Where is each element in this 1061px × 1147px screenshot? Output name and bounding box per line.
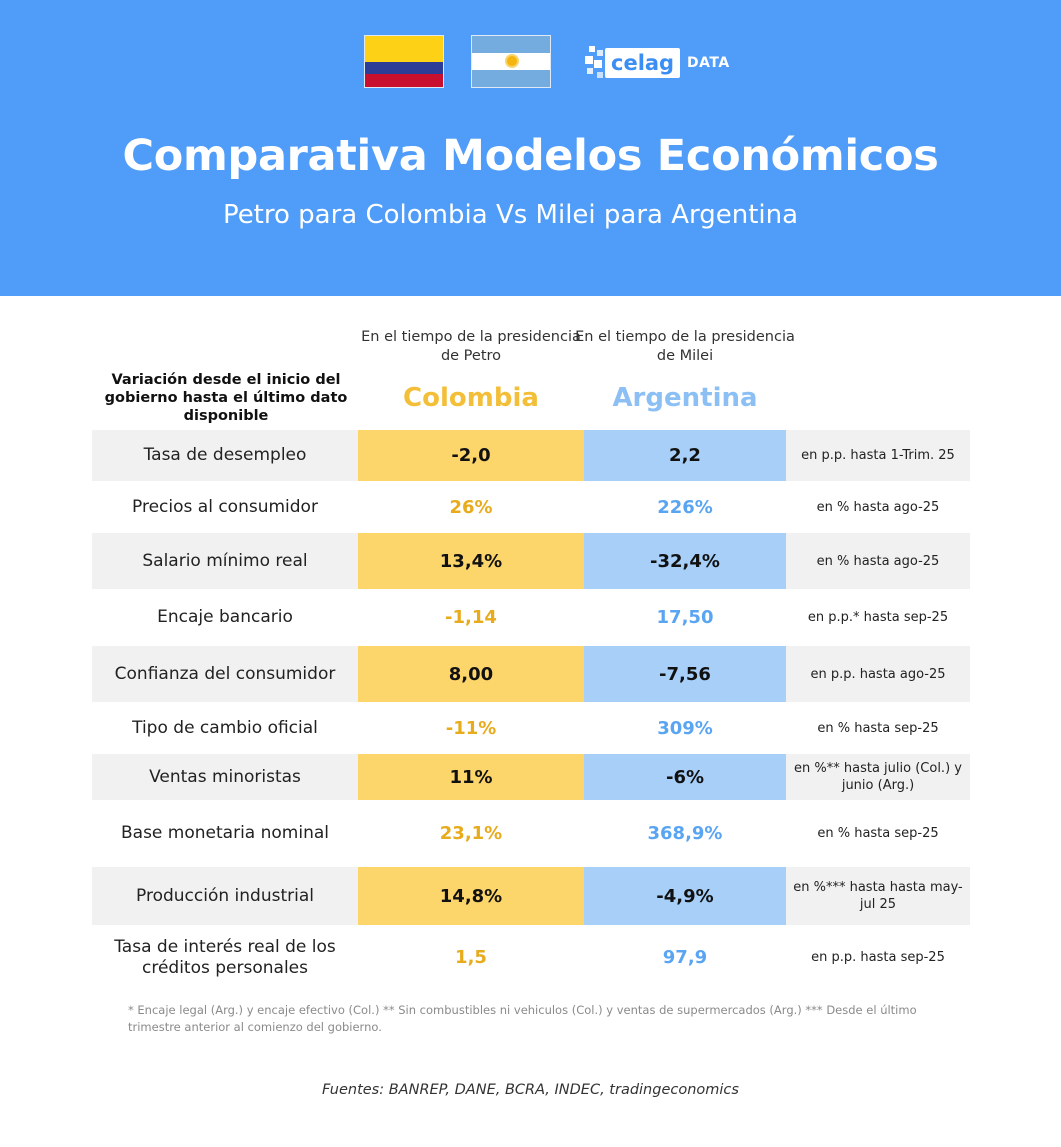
header-banner: celag DATA Comparativa Modelos Económico… <box>0 0 1061 296</box>
logo-suffix: DATA <box>687 55 730 71</box>
argentina-flag-icon <box>471 35 551 88</box>
argentina-value: 17,50 <box>656 607 714 628</box>
row-note: en % hasta ago-25 <box>816 499 940 515</box>
colombia-value: 23,1% <box>439 823 503 844</box>
colombia-value: -11% <box>445 717 497 739</box>
table-row: Tipo de cambio oficial -11% 309% en % ha… <box>92 702 970 754</box>
row-note: en p.p. hasta ago-25 <box>810 666 946 682</box>
colombia-value: -1,14 <box>445 607 497 628</box>
table-row: Salario mínimo real 13,4% -32,4% en % ha… <box>92 533 970 589</box>
argentina-value: 2,2 <box>584 430 786 481</box>
sources-credit: Fuentes: BANREP, DANE, BCRA, INDEC, trad… <box>322 1082 739 1098</box>
row-note: en % hasta ago-25 <box>816 553 940 569</box>
row-note: en p.p. hasta 1-Trim. 25 <box>801 448 955 463</box>
colombia-flag-icon <box>364 35 444 88</box>
row-label: Producción industrial <box>136 885 314 906</box>
argentina-column-header: Argentina <box>612 383 758 413</box>
logo-wordmark: celag <box>605 48 681 78</box>
argentina-value: -4,9% <box>584 867 786 925</box>
table-row: Tasa de interés real de los créditos per… <box>92 925 970 990</box>
colombia-value: 14,8% <box>358 867 584 925</box>
colombia-value: -2,0 <box>358 430 584 481</box>
row-label: Tasa de interés real de los créditos per… <box>114 936 336 978</box>
argentina-value: 226% <box>657 496 713 518</box>
colombia-value: 11% <box>358 754 584 800</box>
colombia-value: 13,4% <box>358 533 584 589</box>
table-row: Confianza del consumidor 8,00 -7,56 en p… <box>92 646 970 702</box>
table-row: Encaje bancario -1,14 17,50 en p.p.* has… <box>92 589 970 646</box>
row-note: en % hasta sep-25 <box>817 826 939 841</box>
row-label: Confianza del consumidor <box>114 663 336 684</box>
row-note: en %*** hasta hasta may-jul 25 <box>793 880 963 912</box>
colombia-column-subheader: En el tiempo de la presidencia de Petro <box>361 329 581 364</box>
row-label: Precios al consumidor <box>132 496 318 517</box>
row-note: en p.p. hasta sep-25 <box>811 950 945 965</box>
footnote: * Encaje legal (Arg.) y encaje efectivo … <box>128 1003 917 1034</box>
argentina-value: -6% <box>584 754 786 800</box>
colombia-value: 8,00 <box>358 646 584 702</box>
argentina-value: 368,9% <box>647 823 723 844</box>
argentina-column-subheader: En el tiempo de la presidencia de Milei <box>575 329 795 364</box>
table-row: Tasa de desempleo -2,0 2,2 en p.p. hasta… <box>92 430 970 481</box>
row-note: en %** hasta julio (Col.) y junio (Arg.) <box>794 761 962 793</box>
row-label: Ventas minoristas <box>149 766 301 787</box>
argentina-value: -32,4% <box>584 533 786 589</box>
colombia-column-header: Colombia <box>403 383 539 413</box>
row-note: en % hasta sep-25 <box>817 720 939 736</box>
argentina-value: 97,9 <box>662 947 708 968</box>
row-label: Tasa de desempleo <box>143 445 307 465</box>
row-note: en p.p.* hasta sep-25 <box>807 610 949 625</box>
row-label: Salario mínimo real <box>142 550 308 571</box>
table-row: Ventas minoristas 11% -6% en %** hasta j… <box>92 754 970 800</box>
table-row: Precios al consumidor 26% 226% en % hast… <box>92 481 970 533</box>
table-row: Base monetaria nominal 23,1% 368,9% en %… <box>92 800 970 867</box>
table-row: Producción industrial 14,8% -4,9% en %**… <box>92 867 970 925</box>
argentina-value: 309% <box>657 717 713 739</box>
page-subtitle: Petro para Colombia Vs Milei para Argent… <box>222 200 799 230</box>
row-label: Encaje bancario <box>157 607 293 627</box>
argentina-value: -7,56 <box>584 646 786 702</box>
row-label: Base monetaria nominal <box>121 823 329 843</box>
variable-column-header: Variación desde el inicio del gobierno h… <box>104 372 348 424</box>
row-label: Tipo de cambio oficial <box>132 717 318 738</box>
colombia-value: 1,5 <box>455 947 487 968</box>
page-title: Comparativa Modelos Económicos <box>122 131 939 181</box>
pixel-mark-icon <box>585 46 607 80</box>
colombia-value: 26% <box>449 496 493 518</box>
